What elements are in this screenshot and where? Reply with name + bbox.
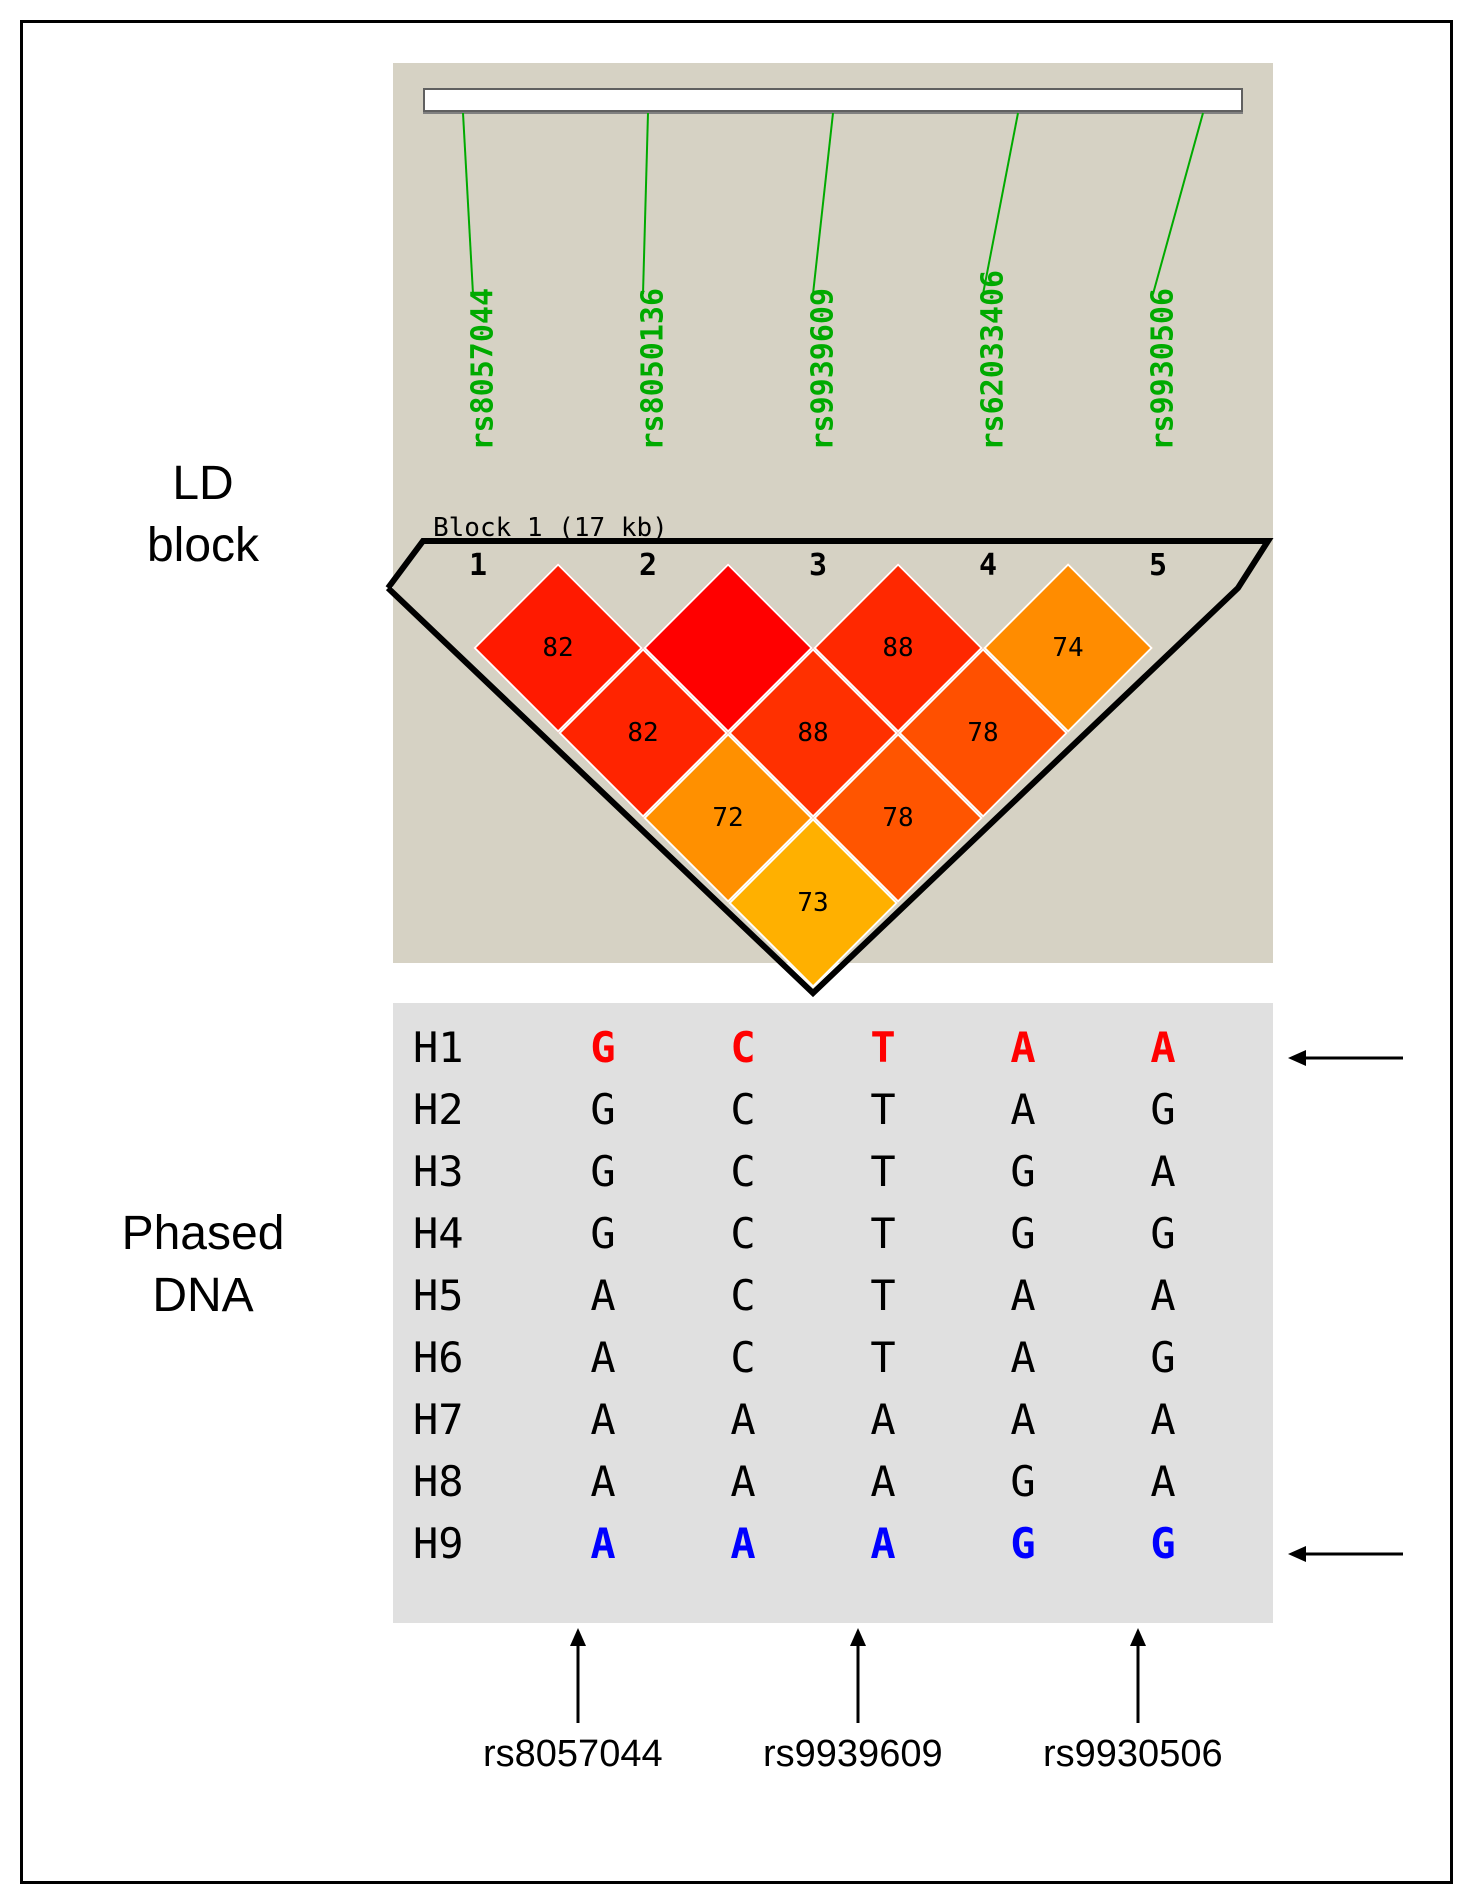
haplotype-cell: T [813,1147,953,1196]
haplotype-cell: T [813,1271,953,1320]
haplotype-cell: G [1093,1519,1233,1568]
haplotype-cell: A [533,1395,673,1444]
snp-connector [1152,113,1204,295]
haplotype-cell: A [673,1395,813,1444]
ld-cell-value: 78 [967,718,998,748]
snp-label: rs9930506 [1146,288,1181,451]
haplotype-label: H6 [413,1333,533,1382]
haplotype-cell: A [673,1457,813,1506]
ld-cell-value: 82 [542,633,573,663]
haplotype-cell: A [673,1519,813,1568]
haplotype-cell: A [813,1519,953,1568]
haplotype-cell: C [673,1085,813,1134]
haplotype-cell: A [953,1023,1093,1072]
col-arrow-icon [1118,1628,1158,1733]
haplotype-cell: C [673,1271,813,1320]
haplotype-label: H5 [413,1271,533,1320]
haplotype-cell: A [1093,1457,1233,1506]
col-number: 5 [1143,548,1173,583]
haplotype-cell: C [673,1209,813,1258]
ld-cell-value: 74 [1052,633,1083,663]
snp-label: rs8057044 [466,288,501,451]
dynamic-layer: rs8057044 rs8050136 rs9939609 rs62033406 rs9… [23,23,1450,1881]
haplotype-cell: A [533,1457,673,1506]
haplotype-cell: G [1093,1085,1233,1134]
snp-connector [982,113,1019,294]
figure-frame: LDblock PhasedDNA rs8057044rs8050136rs99… [20,20,1453,1884]
haplotype-cell: G [533,1023,673,1072]
block-outline [23,23,1450,1881]
haplotype-cell: G [953,1209,1093,1258]
haplotype-cell: G [1093,1333,1233,1382]
snp-connector [642,113,649,294]
haplotype-label: H8 [413,1457,533,1506]
bottom-snp-label: rs9939609 [763,1733,943,1776]
haplotype-cell: G [533,1209,673,1258]
col-number: 3 [803,548,833,583]
haplotype-cell: A [533,1271,673,1320]
haplotype-cell: A [1093,1271,1233,1320]
haplotype-cell: T [813,1209,953,1258]
haplotype-label: H9 [413,1519,533,1568]
haplotype-cell: G [533,1085,673,1134]
haplotype-label: H1 [413,1023,533,1072]
ld-cell-value: 72 [712,803,743,833]
haplotype-cell: A [813,1395,953,1444]
haplotype-cell: G [953,1147,1093,1196]
block-title: Block 1 (17 kb) [433,513,668,543]
row-arrow-icon [1288,1539,1408,1574]
col-arrow-icon [838,1628,878,1733]
ld-cell-value: 73 [797,888,828,918]
haplotype-cell: A [1093,1023,1233,1072]
haplotype-cell: G [1093,1209,1233,1258]
haplotype-cell: T [813,1333,953,1382]
haplotype-cell: A [1093,1395,1233,1444]
snp-label: rs9939609 [806,288,841,451]
haplotype-cell: C [673,1333,813,1382]
col-number: 4 [973,548,1003,583]
haplotype-cell: T [813,1085,953,1134]
haplotype-cell: A [533,1519,673,1568]
col-number: 1 [463,548,493,583]
bottom-snp-label: rs9930506 [1043,1733,1223,1776]
ld-cell-value: 82 [627,718,658,748]
ld-cell-value: 88 [882,633,913,663]
snp-connector [812,113,834,294]
haplotype-label: H3 [413,1147,533,1196]
haplotype-cell: C [673,1023,813,1072]
snp-label: rs62033406 [976,270,1011,451]
col-number: 2 [633,548,663,583]
haplotype-cell: T [813,1023,953,1072]
snp-connector [462,113,474,294]
haplotype-cell: A [533,1333,673,1382]
ld-cell-value: 78 [882,803,913,833]
row-arrow-icon [1288,1043,1408,1078]
haplotype-cell: A [813,1457,953,1506]
haplotype-cell: A [953,1395,1093,1444]
haplotype-cell: A [1093,1147,1233,1196]
haplotype-cell: C [673,1147,813,1196]
haplotype-label: H2 [413,1085,533,1134]
haplotype-cell: G [533,1147,673,1196]
haplotype-cell: A [953,1085,1093,1134]
haplotype-label: H7 [413,1395,533,1444]
haplotype-cell: G [953,1519,1093,1568]
haplotype-cell: A [953,1333,1093,1382]
col-arrow-icon [558,1628,598,1733]
top-bar [423,88,1243,112]
ld-cell-value: 88 [797,718,828,748]
haplotype-cell: G [953,1457,1093,1506]
haplotype-cell: A [953,1271,1093,1320]
snp-label: rs8050136 [636,288,671,451]
haplotype-label: H4 [413,1209,533,1258]
bottom-snp-label: rs8057044 [483,1733,663,1776]
